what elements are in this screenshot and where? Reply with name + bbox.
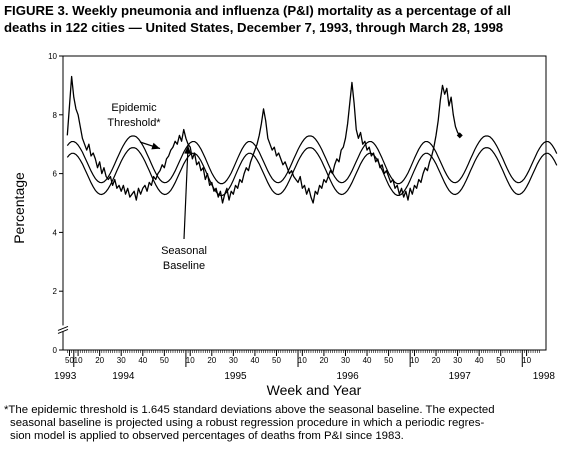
- annotation-label-line: Threshold*: [107, 117, 161, 129]
- y-tick-label: 0: [53, 346, 58, 355]
- x-week-label: 10: [410, 356, 419, 365]
- x-year-label: 1994: [112, 371, 135, 382]
- annotation-arrow-head: [184, 145, 192, 154]
- plot-frame: [62, 55, 547, 351]
- series-seasonal-baseline-line: [66, 147, 558, 196]
- x-week-label: 30: [453, 356, 462, 365]
- footnote-line-1: *The epidemic threshold is 1.645 standar…: [4, 404, 495, 416]
- footnote-line-3: sion model is applied to observed percen…: [10, 430, 404, 442]
- chart-axes: [57, 55, 547, 351]
- y-tick-label: 8: [53, 111, 58, 120]
- x-week-label: 20: [432, 356, 441, 365]
- footnote-line-2: seasonal baseline is projected using a r…: [10, 417, 485, 429]
- x-week-label: 10: [522, 356, 531, 365]
- x-week-label: 30: [117, 356, 126, 365]
- x-week-label: 50: [65, 356, 74, 365]
- y-axis-break-mark: [57, 328, 69, 334]
- x-week-label: 10: [186, 356, 195, 365]
- x-year-label: 1995: [224, 371, 247, 382]
- x-year-label: 1997: [449, 371, 472, 382]
- annotation-label-line: Baseline: [163, 260, 205, 272]
- y-tick-label: 6: [53, 170, 58, 179]
- x-year-label: 1996: [337, 371, 360, 382]
- series-observed-line: [66, 75, 461, 204]
- x-week-label: 10: [74, 356, 83, 365]
- x-week-label: 50: [496, 356, 505, 365]
- annotation-label-line: Epidemic: [111, 102, 157, 114]
- x-week-label: 20: [95, 356, 104, 365]
- x-week-label: 30: [341, 356, 350, 365]
- x-week-label: 10: [298, 356, 307, 365]
- x-axis-ticks: 50 10 20 30 40 50 10 20 30 40 50 10 20 30 40 50 10 20 30 40…: [54, 350, 555, 382]
- y-tick-label: 2: [53, 287, 58, 296]
- figure-footnote: *The epidemic threshold is 1.645 standar…: [4, 404, 584, 443]
- x-week-label: 30: [229, 356, 238, 365]
- annotations-layer: Epidemic Threshold* Seasonal Baseline: [107, 102, 207, 272]
- annotation-arrow-head: [151, 142, 161, 150]
- x-year-label: 1998: [533, 371, 556, 382]
- x-week-label: 40: [363, 356, 372, 365]
- x-week-label: 20: [319, 356, 328, 365]
- x-week-label: 40: [138, 356, 147, 365]
- x-week-label: 40: [250, 356, 259, 365]
- x-week-label: 50: [160, 356, 169, 365]
- y-tick-label: 10: [48, 52, 57, 61]
- figure-title: FIGURE 3. Weekly pneumonia and influenza…: [4, 2, 584, 36]
- x-week-label: 20: [207, 356, 216, 365]
- y-tick-label: 4: [53, 228, 58, 237]
- y-axis-label: Percentage: [11, 172, 27, 244]
- figure-title-line-2: deaths in 122 cities — United States, De…: [4, 20, 504, 35]
- x-year-label: 1993: [54, 371, 77, 382]
- x-week-label: 50: [384, 356, 393, 365]
- x-week-label: 40: [475, 356, 484, 365]
- y-axis-ticks: 0 2 4 6 8 10: [48, 52, 63, 355]
- series-epidemic-threshold-line: [66, 135, 558, 185]
- x-week-label: 50: [272, 356, 281, 365]
- series-layer: [66, 75, 558, 204]
- x-axis-label: Week and Year: [267, 382, 362, 398]
- figure-title-line-1: FIGURE 3. Weekly pneumonia and influenza…: [4, 3, 511, 18]
- y-axis-break-mark: [57, 325, 69, 331]
- annotation-arrow-line: [183, 145, 189, 240]
- observed-last-point: [456, 132, 463, 139]
- annotation-label-line: Seasonal: [161, 245, 207, 257]
